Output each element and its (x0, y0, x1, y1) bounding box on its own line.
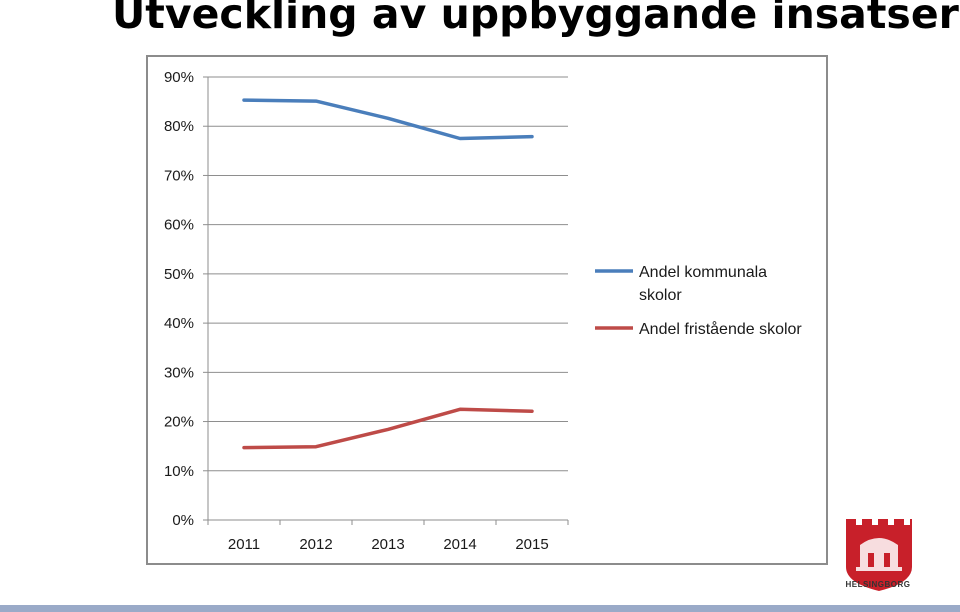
legend: Andel kommunala skolor Andel fristående sk… (595, 264, 802, 338)
x-tick-label: 2012 (299, 536, 332, 553)
y-tick-label: 70% (164, 167, 194, 184)
series-lines (242, 98, 534, 450)
y-tick-label: 20% (164, 414, 194, 431)
series-line-2 (242, 407, 534, 450)
legend-label-2: Andel fristående skolor (639, 320, 802, 338)
logo-text: HELSINGBORG (845, 580, 911, 589)
chart-frame: 0% 10% 20% 30% 40% 50% 60% 70% 80% 90% 2011 2012 201… (146, 55, 828, 565)
y-tick-label: 80% (164, 118, 194, 135)
legend-label-1: skolor (639, 287, 682, 304)
y-tick-label: 40% (164, 315, 194, 332)
y-tick-label: 30% (164, 364, 194, 381)
y-tick-label: 0% (172, 512, 194, 529)
gridlines (208, 76, 568, 472)
line-chart: 0% 10% 20% 30% 40% 50% 60% 70% 80% 90% 2011 2012 201… (164, 69, 802, 553)
x-tick-label: 2015 (515, 536, 548, 553)
x-tick-label: 2013 (371, 536, 404, 553)
y-tick-label: 10% (164, 463, 194, 480)
y-tick-label: 50% (164, 266, 194, 283)
footer-bar (0, 605, 960, 612)
helsingborg-crest-icon (846, 519, 912, 591)
series-line-1 (242, 98, 534, 141)
axes: 0% 10% 20% 30% 40% 50% 60% 70% 80% 90% 2011 2012 201… (164, 69, 569, 553)
slide-title: Utveckling av uppbyggande insatser (112, 0, 959, 38)
y-tick-label: 90% (164, 69, 194, 86)
x-tick-label: 2011 (228, 536, 260, 553)
y-tick-label: 60% (164, 217, 194, 234)
legend-label-1: Andel kommunala (639, 264, 767, 281)
x-tick-label: 2014 (443, 536, 476, 553)
